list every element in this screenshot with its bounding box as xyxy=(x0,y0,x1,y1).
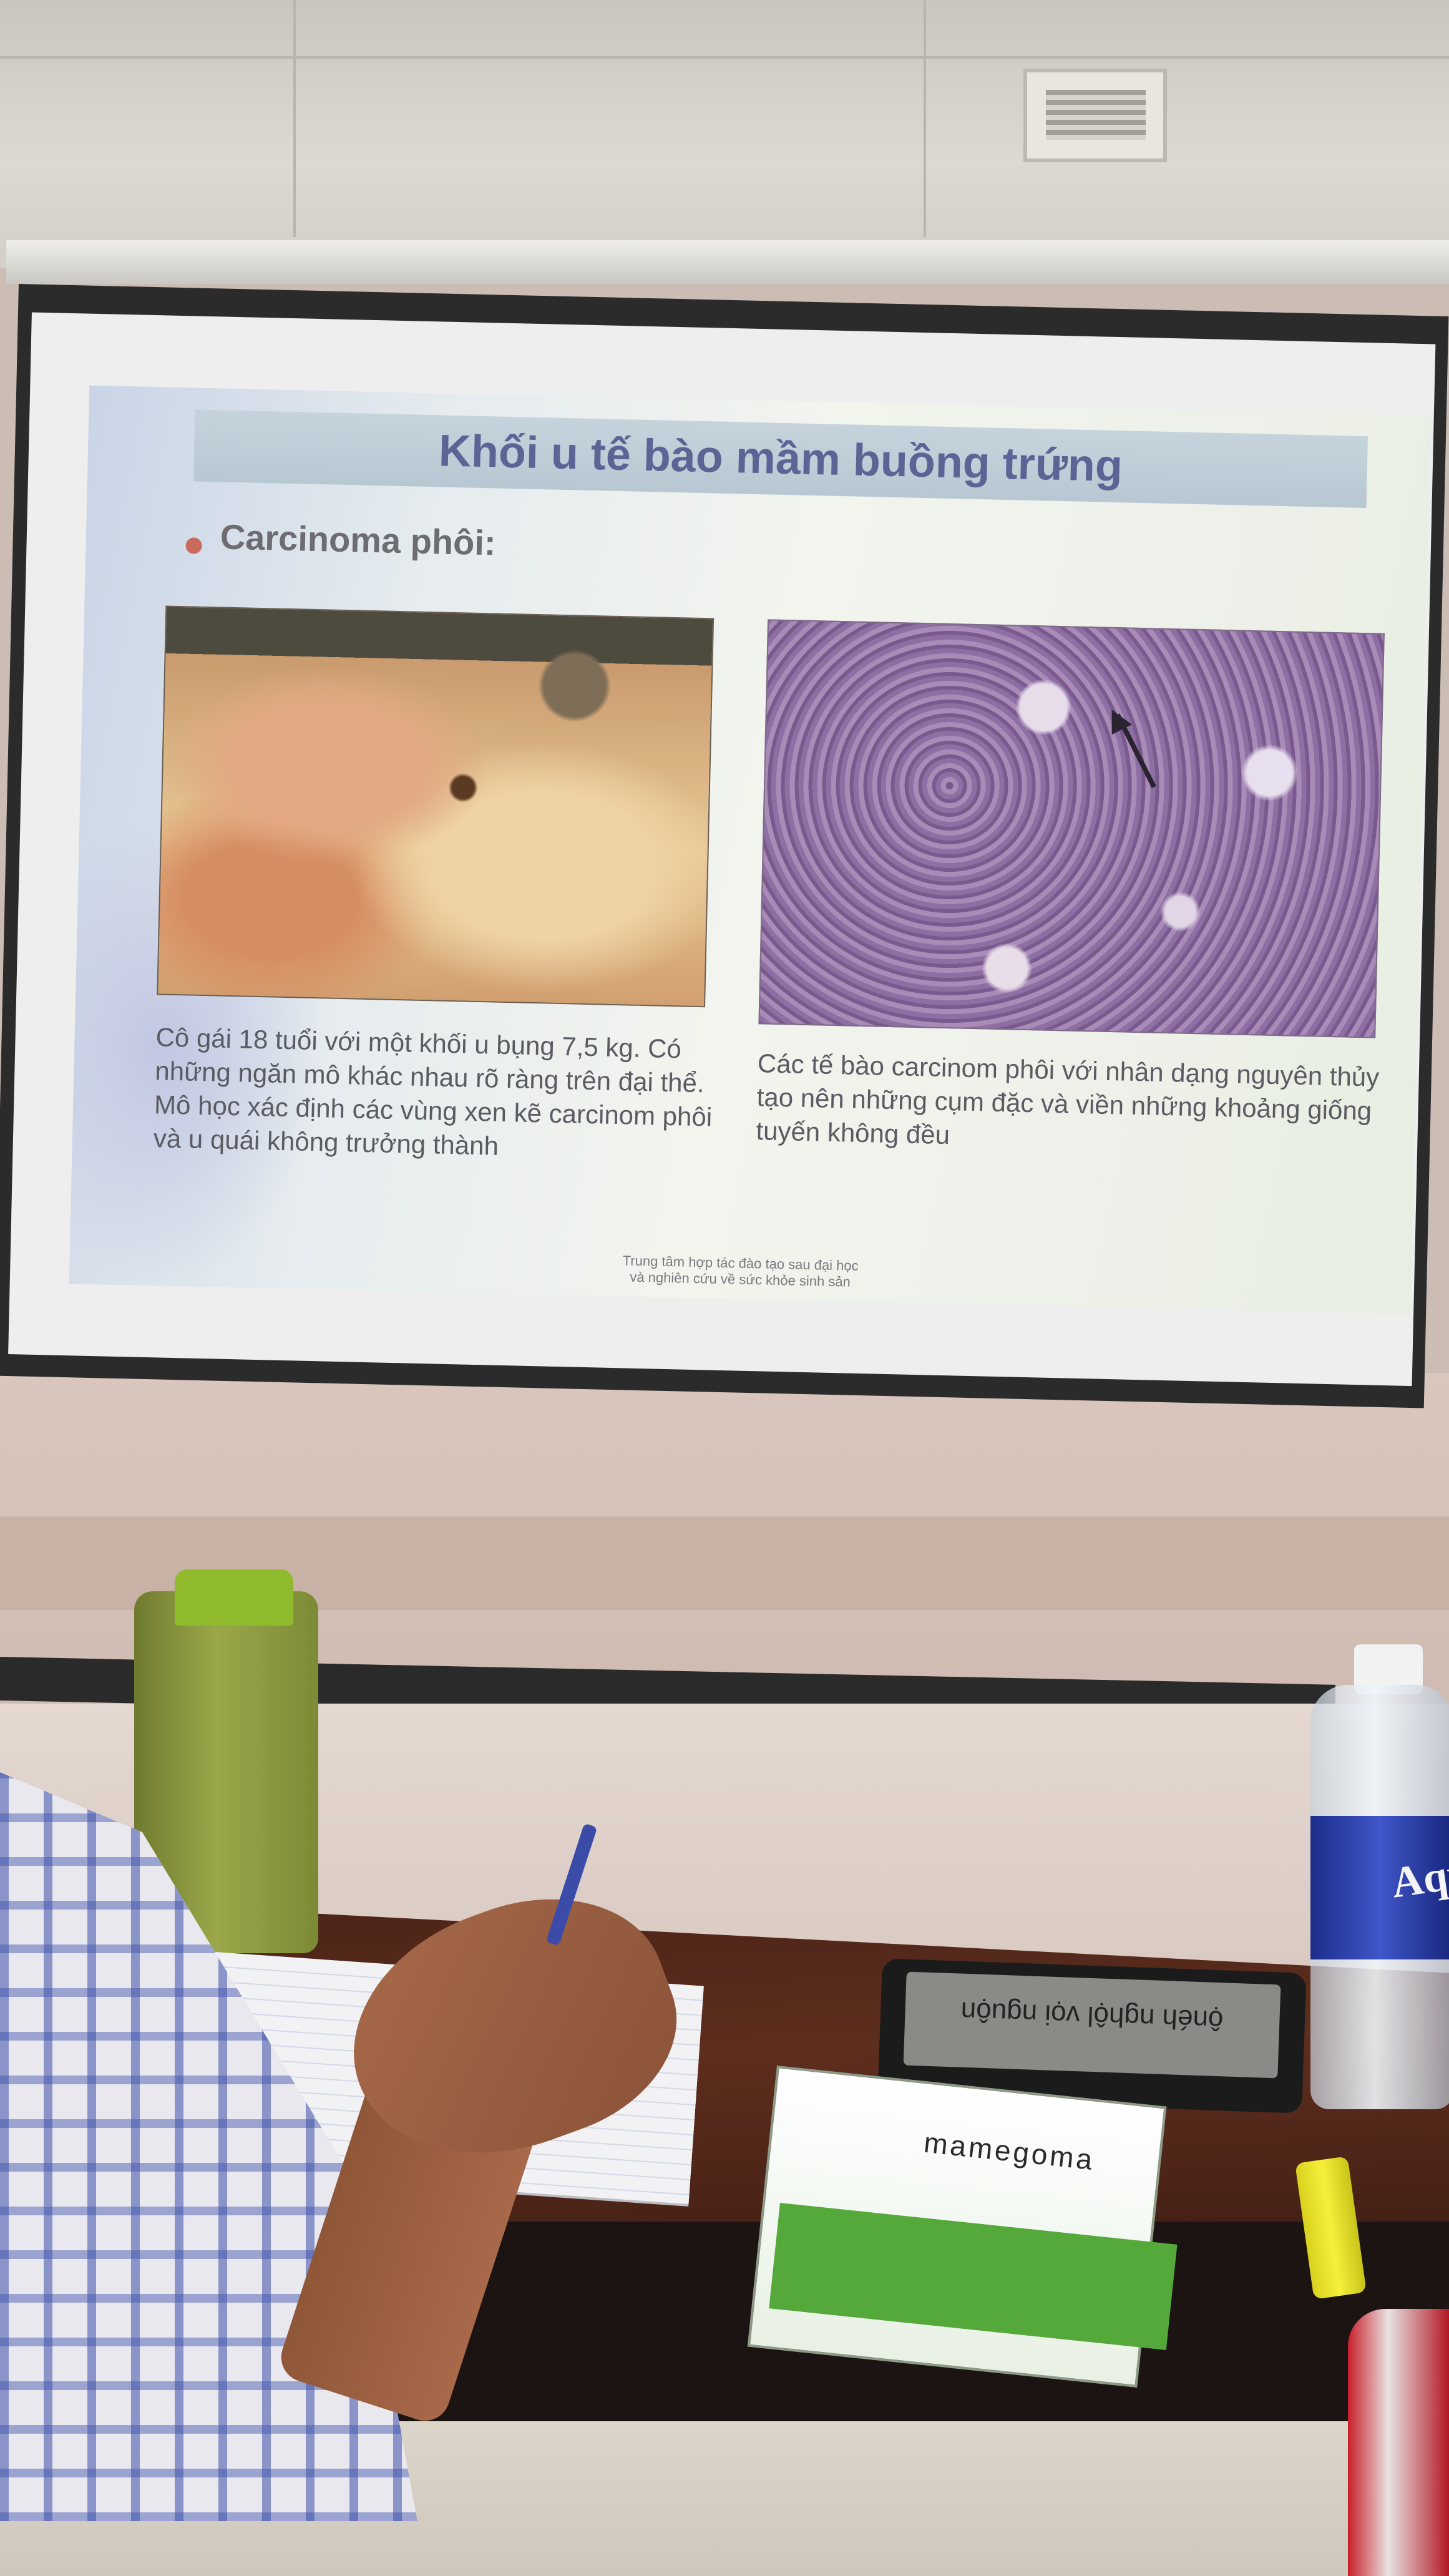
ceiling-tile-line xyxy=(293,0,296,237)
green-bottle-cap xyxy=(175,1569,293,1626)
projector-screen: Khối u tế bào mầm buồng trứng Carcinoma … xyxy=(0,284,1449,1408)
red-sleeve xyxy=(1348,2309,1449,2576)
screen-surface: Khối u tế bào mầm buồng trứng Carcinoma … xyxy=(8,312,1436,1387)
ceiling xyxy=(0,0,1449,268)
histology-photo xyxy=(758,619,1385,1038)
bullet-dot xyxy=(185,537,202,554)
projector-screen-housing xyxy=(6,240,1449,284)
water-bottle-label xyxy=(1310,1816,1449,1959)
caption-left: Cô gái 18 tuổi với một khối u bụng 7,5 k… xyxy=(153,1022,713,1161)
gross-specimen-photo xyxy=(157,605,715,1008)
slide-footer: Trung tâm hợp tác đào tạo sau đại học và… xyxy=(69,1240,1412,1303)
ceiling-vent xyxy=(1023,69,1167,162)
ceiling-tile-line xyxy=(924,0,926,237)
bullet-heading: Carcinoma phôi: xyxy=(220,517,497,563)
slide-title: Khối u tế bào mầm buồng trứng xyxy=(438,426,1123,492)
ceiling-tile-line xyxy=(0,56,1449,59)
slide: Khối u tế bào mầm buồng trứng Carcinoma … xyxy=(69,385,1431,1315)
caption-right: Các tế bào carcinom phôi với nhân dạng n… xyxy=(755,1048,1380,1150)
